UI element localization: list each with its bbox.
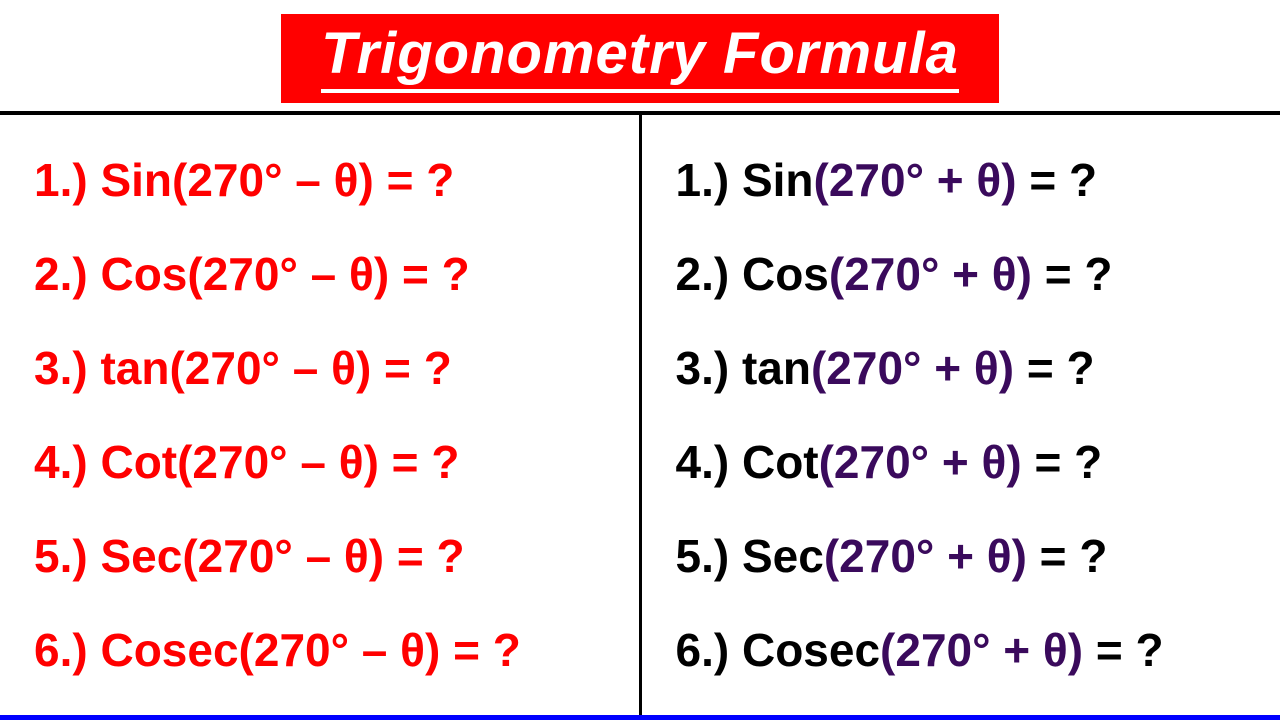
expression: (270° + θ) <box>814 154 1017 206</box>
formula-row: 4.) Cot(270° – θ) = ? <box>34 437 617 488</box>
expression: (270° – θ) <box>187 248 389 300</box>
left-column: 1.) Sin(270° – θ) = ?2.) Cos(270° – θ) =… <box>0 115 642 715</box>
rhs: = ? <box>440 624 521 676</box>
formula-row: 2.) Cos(270° – θ) = ? <box>34 249 617 300</box>
function-name: tan <box>100 342 169 394</box>
rhs: = ? <box>1014 342 1095 394</box>
expression: (270° – θ) <box>169 342 371 394</box>
formula-row: 2.) Cos(270° + θ) = ? <box>676 249 1259 300</box>
expression: (270° – θ) <box>172 154 374 206</box>
expression: (270° + θ) <box>824 530 1027 582</box>
expression: (270° + θ) <box>811 342 1014 394</box>
function-name: Sin <box>100 154 172 206</box>
expression: (270° – θ) <box>177 436 379 488</box>
expression: (270° + θ) <box>829 248 1032 300</box>
rhs: = ? <box>374 154 455 206</box>
row-number: 6.) <box>34 624 100 676</box>
row-number: 2.) <box>676 248 742 300</box>
page: Trigonometry Formula 1.) Sin(270° – θ) =… <box>0 0 1280 720</box>
right-column: 1.) Sin(270° + θ) = ?2.) Cos(270° + θ) =… <box>642 115 1280 715</box>
row-number: 6.) <box>676 624 742 676</box>
function-name: Cosec <box>100 624 238 676</box>
function-name: Sec <box>100 530 182 582</box>
rhs: = ? <box>1022 436 1103 488</box>
row-number: 4.) <box>676 436 742 488</box>
formula-row: 4.) Cot(270° + θ) = ? <box>676 437 1259 488</box>
function-name: Sec <box>742 530 824 582</box>
formula-row: 6.) Cosec(270° – θ) = ? <box>34 625 617 676</box>
row-number: 1.) <box>676 154 742 206</box>
function-name: Cos <box>742 248 829 300</box>
title-banner: Trigonometry Formula <box>281 14 999 103</box>
row-number: 5.) <box>34 530 100 582</box>
rhs: = ? <box>389 248 470 300</box>
row-number: 4.) <box>34 436 100 488</box>
rhs: = ? <box>1017 154 1098 206</box>
rhs: = ? <box>379 436 460 488</box>
formula-row: 5.) Sec(270° + θ) = ? <box>676 531 1259 582</box>
function-name: Cos <box>100 248 187 300</box>
rhs: = ? <box>1083 624 1164 676</box>
title-text: Trigonometry Formula <box>321 20 959 93</box>
row-number: 2.) <box>34 248 100 300</box>
formula-row: 6.) Cosec(270° + θ) = ? <box>676 625 1259 676</box>
rhs: = ? <box>1027 530 1108 582</box>
function-name: Sin <box>742 154 814 206</box>
formula-row: 1.) Sin(270° – θ) = ? <box>34 155 617 206</box>
rhs: = ? <box>371 342 452 394</box>
formula-row: 5.) Sec(270° – θ) = ? <box>34 531 617 582</box>
row-number: 5.) <box>676 530 742 582</box>
expression: (270° + θ) <box>819 436 1022 488</box>
expression: (270° + θ) <box>880 624 1083 676</box>
expression: (270° – θ) <box>239 624 441 676</box>
formula-row: 3.) tan(270° + θ) = ? <box>676 343 1259 394</box>
row-number: 3.) <box>676 342 742 394</box>
function-name: Cosec <box>742 624 880 676</box>
function-name: tan <box>742 342 811 394</box>
rhs: = ? <box>384 530 465 582</box>
expression: (270° – θ) <box>182 530 384 582</box>
function-name: Cot <box>742 436 819 488</box>
row-number: 1.) <box>34 154 100 206</box>
formula-row: 3.) tan(270° – θ) = ? <box>34 343 617 394</box>
content-wrap: 1.) Sin(270° – θ) = ?2.) Cos(270° – θ) =… <box>0 111 1280 720</box>
rhs: = ? <box>1032 248 1113 300</box>
function-name: Cot <box>100 436 177 488</box>
row-number: 3.) <box>34 342 100 394</box>
formula-row: 1.) Sin(270° + θ) = ? <box>676 155 1259 206</box>
